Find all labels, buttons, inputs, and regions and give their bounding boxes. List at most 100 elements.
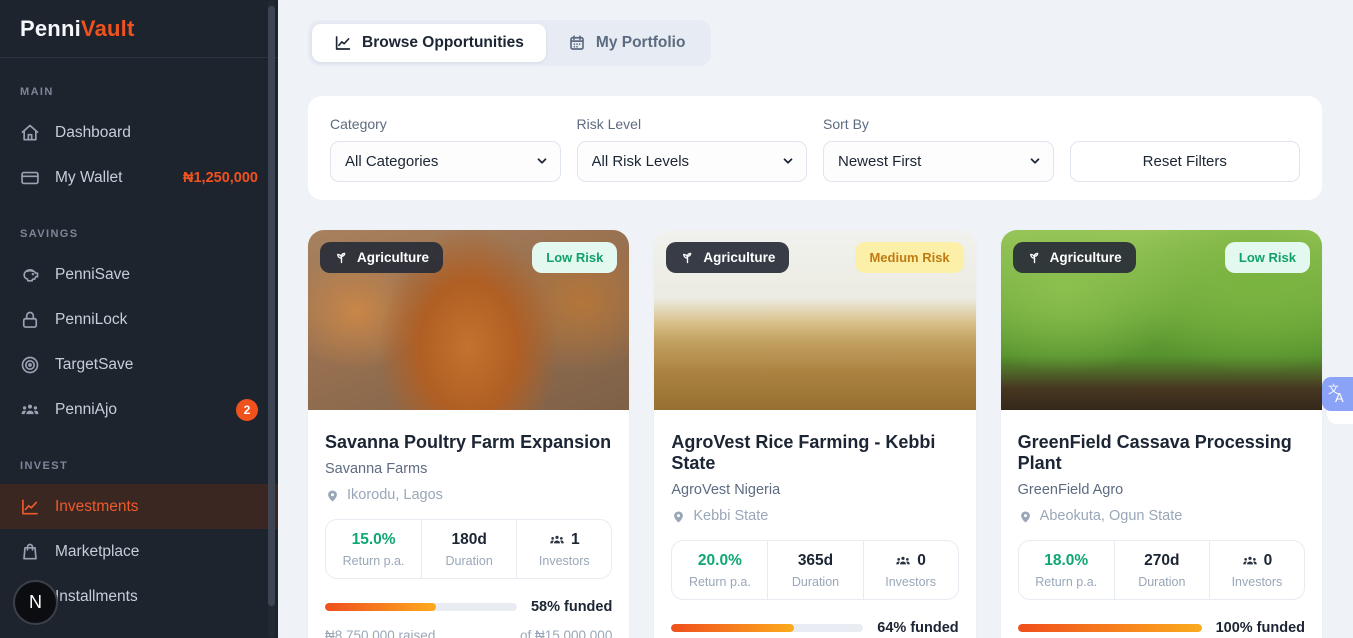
investors-icon [549, 532, 565, 548]
category-select[interactable]: All Categories [330, 141, 561, 182]
funding-progress-bar [1017, 624, 1202, 632]
duration-label: Duration [1138, 575, 1186, 589]
sprout-icon [1027, 250, 1042, 265]
category-badge: Agriculture [1012, 242, 1136, 273]
card-company: Savanna Farms [325, 461, 428, 477]
brand-part1: Penni [20, 15, 81, 41]
category-badge: Agriculture [320, 242, 444, 273]
duration-value: 180d [451, 531, 487, 548]
card-company: AgroVest Nigeria [671, 482, 781, 498]
sidebar-scrollbar[interactable] [268, 0, 275, 638]
tab-my-portfolio[interactable]: My Portfolio [546, 24, 708, 62]
risk-level-select[interactable]: All Risk Levels [576, 141, 807, 182]
duration-label: Duration [791, 575, 840, 589]
funding-progress-bar [671, 624, 864, 632]
card-image-poultry: Agriculture Low Risk [308, 230, 630, 410]
funded-percent: 58% funded [530, 599, 613, 615]
card-location: Ikorodu, Lagos [347, 487, 443, 503]
filter-reset: Reset Filters [1069, 116, 1300, 182]
sidebar-item-pennilock[interactable]: PenniLock [0, 297, 278, 342]
amount-target: of ₦15,000,000 [520, 628, 613, 638]
sidebar-item-label: PenniLock [55, 310, 128, 328]
duration-value: 365d [797, 552, 834, 569]
investors-label: Investors [538, 554, 590, 568]
section-label-savings: SAVINGS [20, 228, 79, 240]
card-title: AgroVest Rice Farming - Kebbi State [671, 432, 936, 473]
opportunity-cards: Agriculture Low Risk Savanna Poultry Far… [308, 230, 1322, 638]
return-label: Return p.a. [342, 554, 405, 568]
tab-label: Browse Opportunities [362, 34, 524, 51]
category-badge: Agriculture [666, 242, 790, 273]
card-location: Kebbi State [693, 508, 769, 524]
investors-label: Investors [885, 575, 936, 589]
sidebar-item-my-wallet[interactable]: My Wallet ₦1,250,000 [0, 155, 278, 200]
sidebar-item-targetsave[interactable]: TargetSave [0, 342, 278, 387]
sidebar-item-dashboard[interactable]: Dashboard [0, 110, 278, 155]
card-stats: 15.0% Return p.a. 180d Duration 1 Invest… [325, 519, 613, 579]
investors-value: 0 [917, 552, 926, 569]
sidebar-item-label: Investments [55, 497, 139, 515]
wallet-balance: ₦1,250,000 [183, 169, 258, 186]
sidebar-item-investments[interactable]: Investments [0, 484, 278, 529]
sidebar-item-label: TargetSave [55, 355, 134, 373]
sort-by-select[interactable]: Newest First [823, 141, 1054, 182]
chart-line-icon [334, 34, 352, 52]
card-title: Savanna Poultry Farm Expansion [325, 432, 612, 452]
card-image-cassava-crops: Agriculture Low Risk [1000, 230, 1322, 410]
wallet-icon [20, 168, 40, 188]
sidebar-item-penniajo[interactable]: PenniAjo 2 [0, 387, 278, 432]
investors-icon [895, 553, 911, 569]
sidebar-scrollbar-thumb[interactable] [268, 6, 275, 606]
category-label: Category [330, 116, 387, 132]
target-icon [20, 355, 40, 375]
duration-label: Duration [445, 554, 493, 568]
sidebar-item-label: My Wallet [55, 168, 123, 186]
sidebar-item-label: Installments [55, 587, 138, 605]
section-label-main: MAIN [20, 86, 54, 98]
sidebar-item-pennisave[interactable]: PenniSave [0, 252, 278, 297]
reset-filters-button[interactable]: Reset Filters [1069, 141, 1300, 182]
return-value: 20.0% [697, 552, 742, 569]
tab-browse-opportunities[interactable]: Browse Opportunities [312, 24, 546, 62]
card-stats: 18.0% Return p.a. 270d Duration 0 Invest… [1017, 540, 1305, 600]
sidebar-item-label: PenniAjo [55, 400, 118, 418]
sprout-icon [680, 250, 695, 265]
translate-icon: 文 [1328, 384, 1339, 396]
funded-percent: 100% funded [1215, 620, 1305, 636]
filter-sort-by: Sort By Newest First [823, 116, 1054, 182]
return-label: Return p.a. [688, 575, 751, 589]
opportunity-card[interactable]: Agriculture Low Risk Savanna Poultry Far… [308, 230, 630, 638]
funded-percent: 64% funded [877, 620, 959, 636]
main-content: Browse Opportunities My Portfolio Catego… [278, 0, 1353, 638]
investors-value: 1 [570, 531, 580, 548]
card-title: GreenField Cassava Processing Plant [1017, 432, 1292, 473]
map-pin-icon [1018, 509, 1033, 524]
risk-level-label: Risk Level [576, 116, 642, 132]
filter-category: Category All Categories [330, 116, 561, 182]
sort-by-label: Sort By [823, 116, 869, 132]
sidebar-item-marketplace[interactable]: Marketplace [0, 529, 278, 574]
card-image-rice-field: Agriculture Medium Risk [654, 230, 976, 410]
sidebar-item-label: Marketplace [55, 542, 140, 560]
penniajo-count-badge: 2 [236, 398, 258, 421]
funding-progress-bar [325, 603, 517, 611]
sidebar-item-label: Dashboard [55, 123, 131, 141]
lock-icon [20, 310, 40, 330]
opportunity-card[interactable]: Agriculture Medium Risk AgroVest Rice Fa… [654, 230, 976, 638]
return-value: 15.0% [351, 531, 396, 548]
n-floating-widget[interactable]: N [13, 580, 58, 625]
opportunity-card[interactable]: Agriculture Low Risk GreenField Cassava … [1000, 230, 1322, 638]
translate-button[interactable]: 文 A [1322, 377, 1353, 411]
group-icon [20, 400, 40, 420]
duration-value: 270d [1144, 552, 1180, 569]
view-tabs: Browse Opportunities My Portfolio [308, 20, 712, 66]
risk-badge: Medium Risk [855, 242, 964, 273]
sprout-icon [334, 250, 349, 265]
amount-raised: ₦8,750,000 raised [325, 628, 436, 638]
home-icon [20, 123, 40, 143]
brand-part2: Vault [80, 15, 135, 41]
piggy-bank-icon [20, 265, 40, 285]
sidebar: PenniVault MAIN Dashboard My Wallet ₦1,2… [0, 0, 278, 638]
chart-line-icon [20, 497, 40, 517]
investors-value: 0 [1263, 552, 1273, 569]
